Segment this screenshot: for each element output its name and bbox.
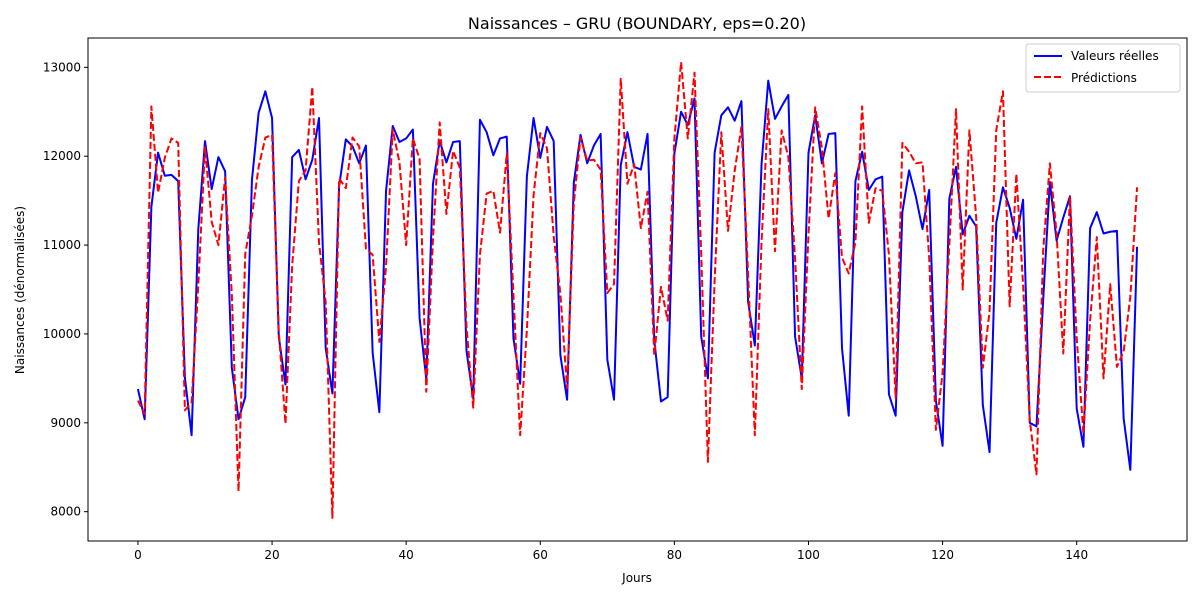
y-tick-label: 11000 xyxy=(43,238,81,252)
legend-label-actual: Valeurs réelles xyxy=(1071,49,1159,63)
x-tick-label: 0 xyxy=(134,548,142,562)
legend-label-predicted: Prédictions xyxy=(1071,71,1137,85)
x-tick-label: 140 xyxy=(1065,548,1088,562)
y-tick-label: 9000 xyxy=(50,416,81,430)
x-tick-label: 120 xyxy=(931,548,954,562)
y-tick-label: 10000 xyxy=(43,327,81,341)
y-axis-ticks: 8000 9000 10000 11000 12000 13000 xyxy=(43,60,88,519)
legend-box xyxy=(1025,43,1181,93)
y-tick-label: 8000 xyxy=(50,505,81,519)
series-line-predicted xyxy=(137,60,1139,519)
y-axis-label: Naissances (dénormalisées) xyxy=(13,206,27,374)
y-tick-label: 13000 xyxy=(43,60,81,74)
x-axis-ticks: 0 20 40 60 80 100 120 140 xyxy=(134,541,1088,562)
x-tick-label: 100 xyxy=(797,548,820,562)
x-tick-label: 20 xyxy=(264,548,279,562)
x-tick-label: 80 xyxy=(667,548,682,562)
series-line-actual xyxy=(136,79,1139,471)
y-tick-label: 12000 xyxy=(43,149,81,163)
x-tick-label: 60 xyxy=(533,548,548,562)
series-layer xyxy=(136,60,1139,519)
plot-frame xyxy=(87,37,1188,542)
chart-title: Naissances – GRU (BOUNDARY, eps=0.20) xyxy=(468,14,806,33)
legend: Valeurs réelles Prédictions xyxy=(1025,43,1181,93)
x-tick-label: 40 xyxy=(399,548,414,562)
x-axis-label: Jours xyxy=(621,571,652,585)
